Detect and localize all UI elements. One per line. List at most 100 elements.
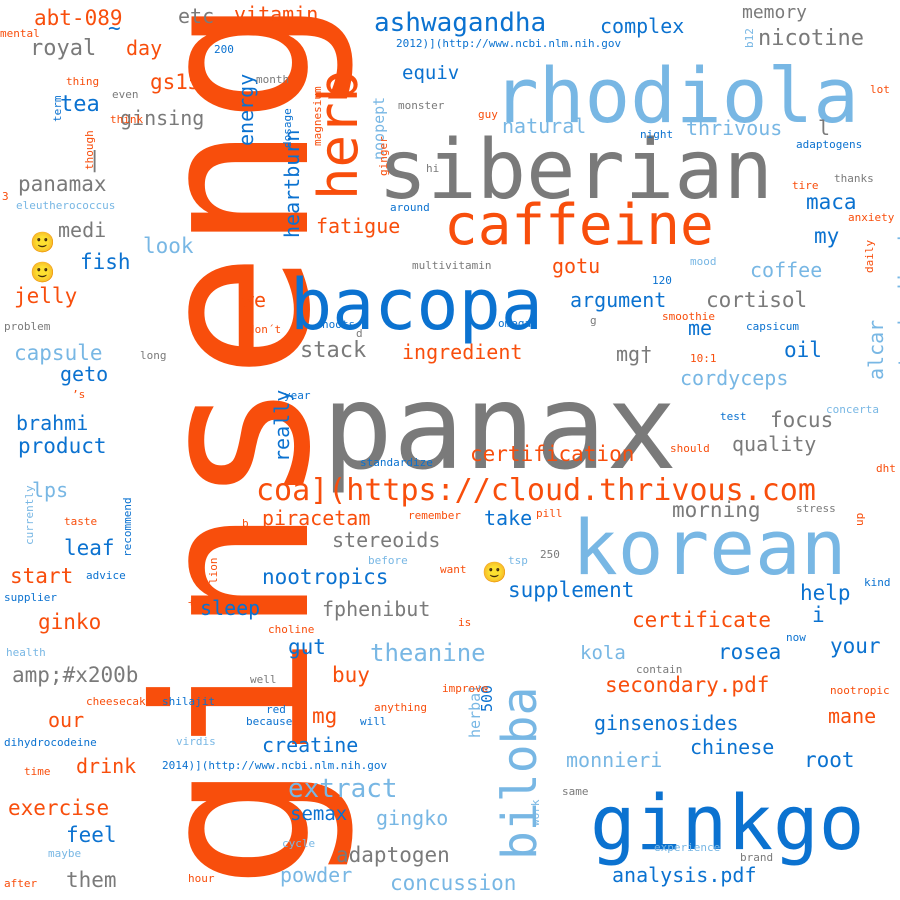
word-tiny: health bbox=[6, 646, 46, 659]
word-small: gut bbox=[288, 635, 326, 659]
word-small: gotu bbox=[552, 254, 601, 278]
word-tiny: daily bbox=[863, 239, 876, 273]
word-tiny: after bbox=[4, 877, 38, 890]
word-tiny: even bbox=[112, 88, 139, 101]
word-tiny: anything bbox=[374, 701, 427, 714]
word-tiny: dosage bbox=[281, 108, 294, 148]
word-tiny: dihydrocodeine bbox=[4, 736, 97, 749]
word-small: 🙂 bbox=[482, 560, 507, 584]
word-small: quality bbox=[732, 432, 817, 456]
word-small: oil bbox=[784, 338, 822, 362]
word-tiny: around bbox=[390, 201, 430, 214]
word-tiny: smoothie bbox=[662, 310, 715, 323]
word-tiny: tire bbox=[792, 179, 819, 192]
word-tiny: stress bbox=[796, 502, 836, 515]
word-small: medi bbox=[58, 218, 107, 242]
word-small: stack bbox=[300, 338, 367, 363]
word-small: natural bbox=[502, 114, 587, 138]
word-tiny: improve bbox=[442, 682, 489, 695]
word-small: monnieri bbox=[566, 748, 663, 772]
word-small: panamax bbox=[18, 172, 107, 196]
word-tiny: red bbox=[266, 703, 286, 716]
word-tiny: pill bbox=[536, 507, 563, 520]
word-tiny: remember bbox=[408, 509, 461, 522]
word-small: kola bbox=[580, 642, 626, 664]
word-small: supplement bbox=[508, 578, 635, 602]
word-small: memory bbox=[742, 2, 808, 23]
word-small: energy bbox=[234, 73, 258, 146]
word-small: gingko bbox=[376, 806, 449, 830]
word-large: siberian bbox=[378, 123, 773, 218]
word-tiny: should bbox=[670, 442, 710, 455]
word-tiny: currently bbox=[23, 485, 36, 545]
word-tiny: anxiety bbox=[848, 211, 895, 224]
word-small: our bbox=[48, 708, 85, 732]
word-tiny: shilajit bbox=[162, 695, 215, 708]
word-small: cordyceps bbox=[680, 366, 789, 390]
word-tiny: now bbox=[786, 631, 806, 644]
word-small: vitamin bbox=[234, 2, 319, 26]
word-small: cortisol bbox=[706, 288, 808, 312]
word-small: we bbox=[242, 288, 267, 312]
word-small: ingredient bbox=[402, 340, 523, 364]
word-small: look bbox=[143, 234, 194, 258]
word-tiny: recommend bbox=[121, 497, 134, 557]
word-small: alcar bbox=[864, 319, 888, 380]
word-large: ginkgo bbox=[590, 778, 865, 867]
word-tiny: virdis bbox=[176, 735, 216, 748]
word-small: fish bbox=[80, 250, 131, 274]
word-small: | bbox=[88, 148, 102, 173]
word-tiny: g bbox=[590, 314, 597, 327]
word-small: equiv bbox=[402, 62, 460, 84]
word-tiny: year bbox=[284, 389, 311, 402]
word-small: nicotine bbox=[758, 26, 864, 51]
word-small: l bbox=[818, 116, 831, 140]
word-small: amp;#x200b bbox=[12, 663, 139, 687]
word-large: rhodiola bbox=[493, 51, 860, 140]
word-small: 🙂 bbox=[30, 230, 55, 254]
word-tiny: mood bbox=[690, 255, 717, 268]
word-tiny: thing bbox=[66, 75, 100, 88]
word-small: analysis.pdf bbox=[612, 863, 757, 887]
word-small: creatine bbox=[262, 733, 359, 757]
word-tiny: hour bbox=[188, 872, 215, 885]
word-small: mane bbox=[828, 704, 877, 728]
word-small: etc bbox=[178, 4, 215, 28]
word-small: geto bbox=[60, 362, 109, 386]
word-small: thrivous bbox=[686, 116, 783, 140]
word-small: complex bbox=[600, 14, 685, 38]
word-tiny: magnesium bbox=[311, 86, 324, 146]
word-tiny: d bbox=[356, 327, 363, 340]
word-tiny: hi bbox=[426, 162, 440, 175]
word-tiny: test bbox=[720, 410, 747, 423]
word-tiny: night bbox=[640, 128, 674, 141]
word-small: argument bbox=[570, 288, 667, 312]
word-tiny: standardize bbox=[360, 456, 433, 469]
word-small: i bbox=[812, 603, 825, 627]
word-large: bacopa bbox=[290, 264, 543, 346]
word-small: buy bbox=[332, 663, 370, 687]
word-tiny: problem bbox=[4, 320, 51, 333]
word-tiny: noots bbox=[322, 318, 356, 331]
word-small: drink bbox=[76, 754, 137, 778]
word-small: mg bbox=[312, 704, 338, 728]
word-small: nootropics bbox=[262, 565, 389, 589]
word-tiny: same bbox=[562, 785, 589, 798]
word-small: your bbox=[830, 634, 881, 658]
word-tiny: dht bbox=[876, 462, 896, 475]
word-tiny: brand bbox=[740, 851, 774, 864]
word-tiny: choline bbox=[268, 623, 315, 636]
word-small: adaptogen bbox=[336, 843, 450, 867]
word-small: fatigue bbox=[316, 214, 401, 238]
word-medium: extract bbox=[288, 774, 398, 804]
word-small: 🙂 bbox=[30, 260, 55, 284]
word-large: korean bbox=[572, 503, 847, 592]
word-big: caffeine bbox=[444, 193, 714, 258]
word-small: fphenibut bbox=[322, 597, 431, 621]
word-small: morning bbox=[672, 498, 761, 522]
word-tiny: time bbox=[24, 765, 51, 778]
word-tiny: work bbox=[529, 799, 542, 827]
word-tiny: adaptogens bbox=[796, 138, 863, 151]
word-small: root bbox=[804, 748, 855, 772]
word-small: ~ bbox=[108, 16, 121, 40]
